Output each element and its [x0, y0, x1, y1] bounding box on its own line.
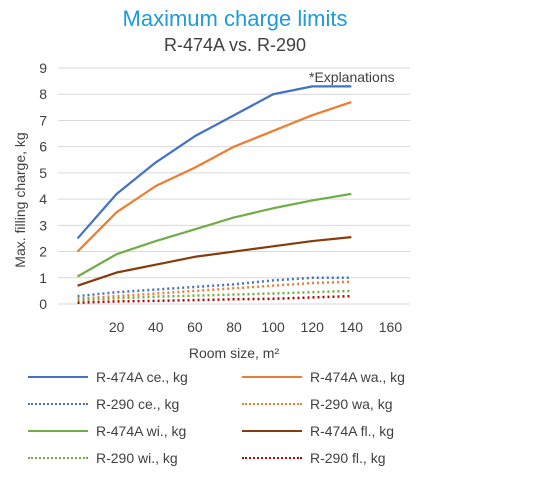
line-chart: 0 1 2 3 4 5 6 7 8 9 20 40 60 80 100 120 140 160 *Explana…	[12, 60, 410, 361]
series-lines	[76, 85, 352, 304]
series-line-3	[77, 280, 352, 301]
y-tick-label: 4	[39, 191, 47, 207]
x-axis-ticks: 20 40 60 80 100 120 140 160	[109, 319, 402, 335]
legend-item: R-290 ce., kg	[28, 396, 179, 412]
x-tick-label: 60	[187, 319, 203, 335]
legend-swatch	[28, 403, 88, 405]
series-line-1	[76, 101, 352, 253]
legend-label: R-474A fl., kg	[310, 423, 395, 439]
series-line-7	[77, 294, 352, 304]
legend-item: R-474A wa., kg	[242, 369, 405, 385]
y-tick-label: 0	[39, 296, 47, 312]
legend-swatch	[28, 430, 88, 432]
chart-subtitle: R-474A vs. R-290	[163, 35, 307, 55]
y-tick-label: 2	[39, 244, 47, 260]
chart-title: Maximum charge limits	[122, 6, 348, 31]
legend-label: R-290 wa, kg	[310, 396, 393, 412]
legend-swatch	[242, 376, 302, 378]
legend-label: R-290 fl., kg	[310, 450, 386, 466]
legend-swatch	[28, 457, 88, 459]
x-tick-label: 140	[340, 319, 364, 335]
x-tick-label: 100	[261, 319, 285, 335]
gridlines	[58, 67, 410, 305]
y-tick-label: 8	[39, 86, 47, 102]
legend-item: R-474A wi., kg	[28, 423, 186, 439]
legend-label: R-474A wi., kg	[96, 423, 187, 439]
legend-swatch	[242, 430, 302, 432]
legend-label: R-474A ce., kg	[96, 369, 188, 385]
y-tick-label: 6	[39, 139, 47, 155]
y-tick-label: 1	[39, 270, 47, 286]
x-tick-label: 160	[379, 319, 403, 335]
y-tick-label: 7	[39, 112, 47, 128]
series-line-4	[76, 192, 352, 278]
legend-swatch	[28, 376, 88, 378]
y-axis-ticks: 0 1 2 3 4 5 6 7 8 9	[39, 60, 47, 312]
y-tick-label: 5	[39, 165, 47, 181]
y-axis-label: Max. filling charge, kg	[12, 132, 28, 267]
y-tick-label: 3	[39, 217, 47, 233]
legend-item: R-290 wa, kg	[242, 396, 392, 412]
legend-item: R-290 fl., kg	[242, 450, 385, 466]
x-axis-label: Room size, m²	[189, 345, 280, 361]
legend-label: R-290 wi., kg	[96, 450, 178, 466]
series-line-0	[76, 85, 352, 240]
y-tick-label: 9	[39, 60, 47, 76]
legend-item: R-474A fl., kg	[242, 423, 394, 439]
series-line-5	[77, 236, 352, 287]
legend-label: R-290 ce., kg	[96, 396, 180, 412]
legend-swatch	[242, 457, 302, 459]
legend-swatch	[242, 403, 302, 405]
chart-legend: R-474A ce., kg R-474A wa., kg R-290 ce., k…	[0, 362, 552, 492]
series-line-6	[77, 289, 352, 302]
x-tick-label: 20	[109, 319, 125, 335]
x-tick-label: 40	[148, 319, 164, 335]
series-line-2	[77, 276, 352, 298]
x-tick-label: 80	[226, 319, 242, 335]
legend-label: R-474A wa., kg	[310, 369, 405, 385]
explanations-annotation: *Explanations	[309, 69, 395, 85]
x-tick-label: 120	[301, 319, 325, 335]
legend-item: R-474A ce., kg	[28, 369, 188, 385]
legend-item: R-290 wi., kg	[28, 450, 178, 466]
